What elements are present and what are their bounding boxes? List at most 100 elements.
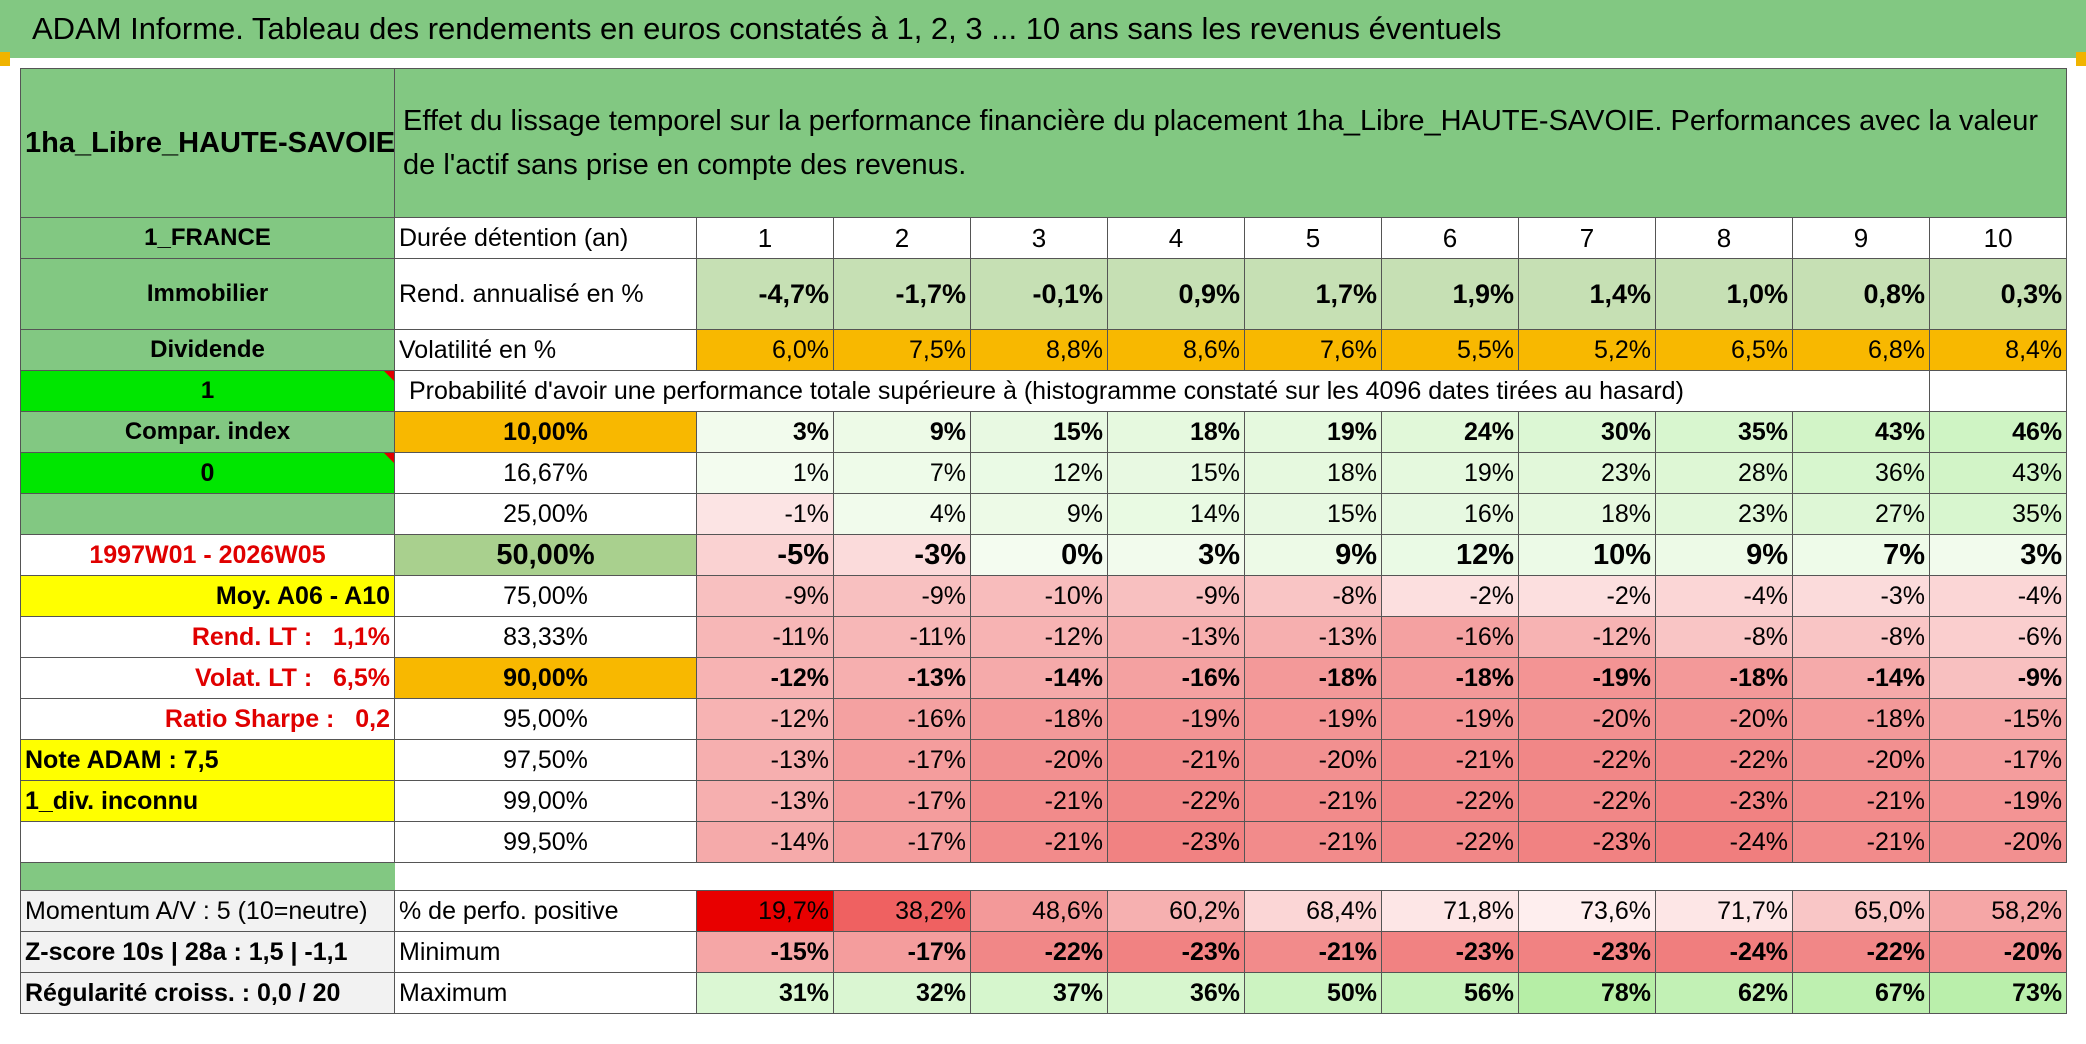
rend-cell: 1,0% (1655, 258, 1793, 330)
value-cell: -21% (1107, 739, 1245, 781)
value-cell: -1% (696, 493, 834, 535)
minimum-cell: -23% (1381, 931, 1519, 973)
value-cell: 0% (970, 534, 1108, 576)
rend-cell: 1,4% (1518, 258, 1656, 330)
minimum-cell: -20% (1928, 931, 2068, 973)
rend-lt: Rend. LT : 1,1% (20, 616, 395, 658)
value-cell: -22% (1107, 780, 1245, 822)
value-cell: -3% (833, 534, 971, 576)
percentile-row: Compar. index 10,00% 3% 9% 15% 18% 19% 24% 30% 35… (20, 411, 2068, 453)
benchmark-cell: 90,00% (394, 657, 697, 699)
benchmark-cell: 25,00% (394, 493, 697, 535)
dividend-value: 1 (20, 370, 395, 412)
maximum-cell: 31% (696, 972, 834, 1014)
div-label: 1_div. inconnu (20, 780, 395, 822)
maximum-cell: 32% (833, 972, 971, 1014)
value-cell: 3% (696, 411, 834, 453)
maximum-cell: 67% (1792, 972, 1930, 1014)
value-cell: -4% (1655, 575, 1793, 617)
value-cell: 9% (1244, 534, 1382, 576)
vol-cell: 5,5% (1381, 329, 1519, 371)
maximum-cell: 73% (1928, 972, 2068, 1014)
maximum-cell: 50% (1244, 972, 1382, 1014)
value-cell: -11% (696, 616, 834, 658)
minimum-cell: -23% (1518, 931, 1656, 973)
value-cell: -9% (1928, 657, 2068, 699)
rend-cell: 0,3% (1928, 258, 2068, 330)
minimum-row: Z-score 10s | 28a : 1,5 | -1,1 Minimum -15… (20, 931, 2068, 973)
positive-cell: 19,7% (696, 890, 834, 932)
value-cell: -21% (1792, 780, 1930, 822)
value-cell: 23% (1655, 493, 1793, 535)
value-cell: -18% (1244, 657, 1382, 699)
value-cell: -5% (696, 534, 834, 576)
vol-cell: 8,4% (1928, 329, 2068, 371)
minimum-cell: -22% (1792, 931, 1930, 973)
positive-cell: 71,8% (1381, 890, 1519, 932)
value-cell: -15% (1928, 698, 2068, 740)
vol-cell: 7,5% (833, 329, 971, 371)
vol-cell: 8,8% (970, 329, 1108, 371)
value-cell: -8% (1655, 616, 1793, 658)
value-cell: 30% (1518, 411, 1656, 453)
maximum-label: Maximum (394, 972, 697, 1014)
sharpe-label: Ratio Sharpe : (164, 704, 335, 733)
value-cell: 19% (1244, 411, 1382, 453)
positive-cell: 38,2% (833, 890, 971, 932)
benchmark-cell: 50,00% (394, 534, 697, 576)
value-cell: 14% (1107, 493, 1245, 535)
value-cell: -8% (1244, 575, 1382, 617)
value-cell: -12% (696, 698, 834, 740)
moy-label: Moy. A06 - A10 (20, 575, 395, 617)
value-cell: 35% (1928, 493, 2068, 535)
percentile-row: 1997W01 - 2026W05 50,00% -5% -3% 0% 3% 9% 12% 10… (20, 534, 2068, 576)
percentile-row: 99,50% -14% -17% -21% -23% -21% -22% -23% -24% -2… (20, 821, 2068, 863)
volat-lt-label: Volat. LT : (195, 663, 313, 692)
positive-cell: 58,2% (1928, 890, 2068, 932)
value-cell: -22% (1381, 780, 1519, 822)
proba-label: Probabilité d'avoir une performance tota… (394, 370, 1930, 412)
value-cell: 12% (1381, 534, 1519, 576)
regularite-label: Régularité croiss. : 0,0 / 20 (20, 972, 395, 1014)
value-cell: -10% (970, 575, 1108, 617)
maximum-cell: 36% (1107, 972, 1245, 1014)
value-cell: -19% (1381, 698, 1519, 740)
value-cell: 16% (1381, 493, 1519, 535)
value-cell: 7% (1792, 534, 1930, 576)
rend-lt-gap (312, 623, 333, 651)
year-header: 7 (1518, 217, 1656, 259)
percentile-row: 25,00% -1% 4% 9% 14% 15% 16% 18% 23% 27% 35% (20, 493, 2068, 535)
positive-row: Momentum A/V : 5 (10=neutre)% de perfo. … (20, 890, 2068, 932)
comment-flag (384, 371, 394, 381)
rend-cell: 0,8% (1792, 258, 1930, 330)
title-bar: ADAM Informe. Tableau des rendements en … (0, 0, 2086, 61)
maximum-cell: 37% (970, 972, 1108, 1014)
minimum-cell: -24% (1655, 931, 1793, 973)
percentile-row: Volat. LT : 6,5% 90,00% -12% -13% -14% -16% -1… (20, 657, 2068, 699)
rend-cell: -0,1% (970, 258, 1108, 330)
vol-row: Dividende Volatilité en % 6,0% 7,5% 8,8% 8,6%… (20, 329, 2068, 371)
year-header: 9 (1792, 217, 1930, 259)
value-cell: -21% (1244, 821, 1382, 863)
note-label: Note ADAM : 7,5 (20, 739, 395, 781)
positive-cell: 68,4% (1244, 890, 1382, 932)
rend-cell: -1,7% (833, 258, 971, 330)
maximum-cell: 56% (1381, 972, 1519, 1014)
value-cell: -21% (970, 780, 1108, 822)
year-header: 2 (833, 217, 971, 259)
value-cell: -22% (1655, 739, 1793, 781)
value-cell: -9% (696, 575, 834, 617)
value-cell: -3% (1792, 575, 1930, 617)
proba-row: 1 Probabilité d'avoir une performance tot… (20, 370, 2068, 412)
value-cell: 12% (970, 452, 1108, 494)
year-header: 10 (1928, 217, 2068, 259)
spacer-row (20, 862, 2067, 891)
percentile-row: 1_div. inconnu 99,00% -13% -17% -21% -22% -21%… (20, 780, 2068, 822)
description: Effet du lissage temporel sur la perform… (393, 68, 2068, 218)
value-cell: -23% (1518, 821, 1656, 863)
value-cell: -12% (696, 657, 834, 699)
returns-table: 1ha_Libre_HAUTE-SAVOIE Effet du lissage t… (20, 68, 2068, 1014)
value-cell: -13% (1244, 616, 1382, 658)
value-cell: -14% (696, 821, 834, 863)
percentile-row: Rend. LT : 1,1% 83,33% -11% -11% -12% -13% -13… (20, 616, 2068, 658)
